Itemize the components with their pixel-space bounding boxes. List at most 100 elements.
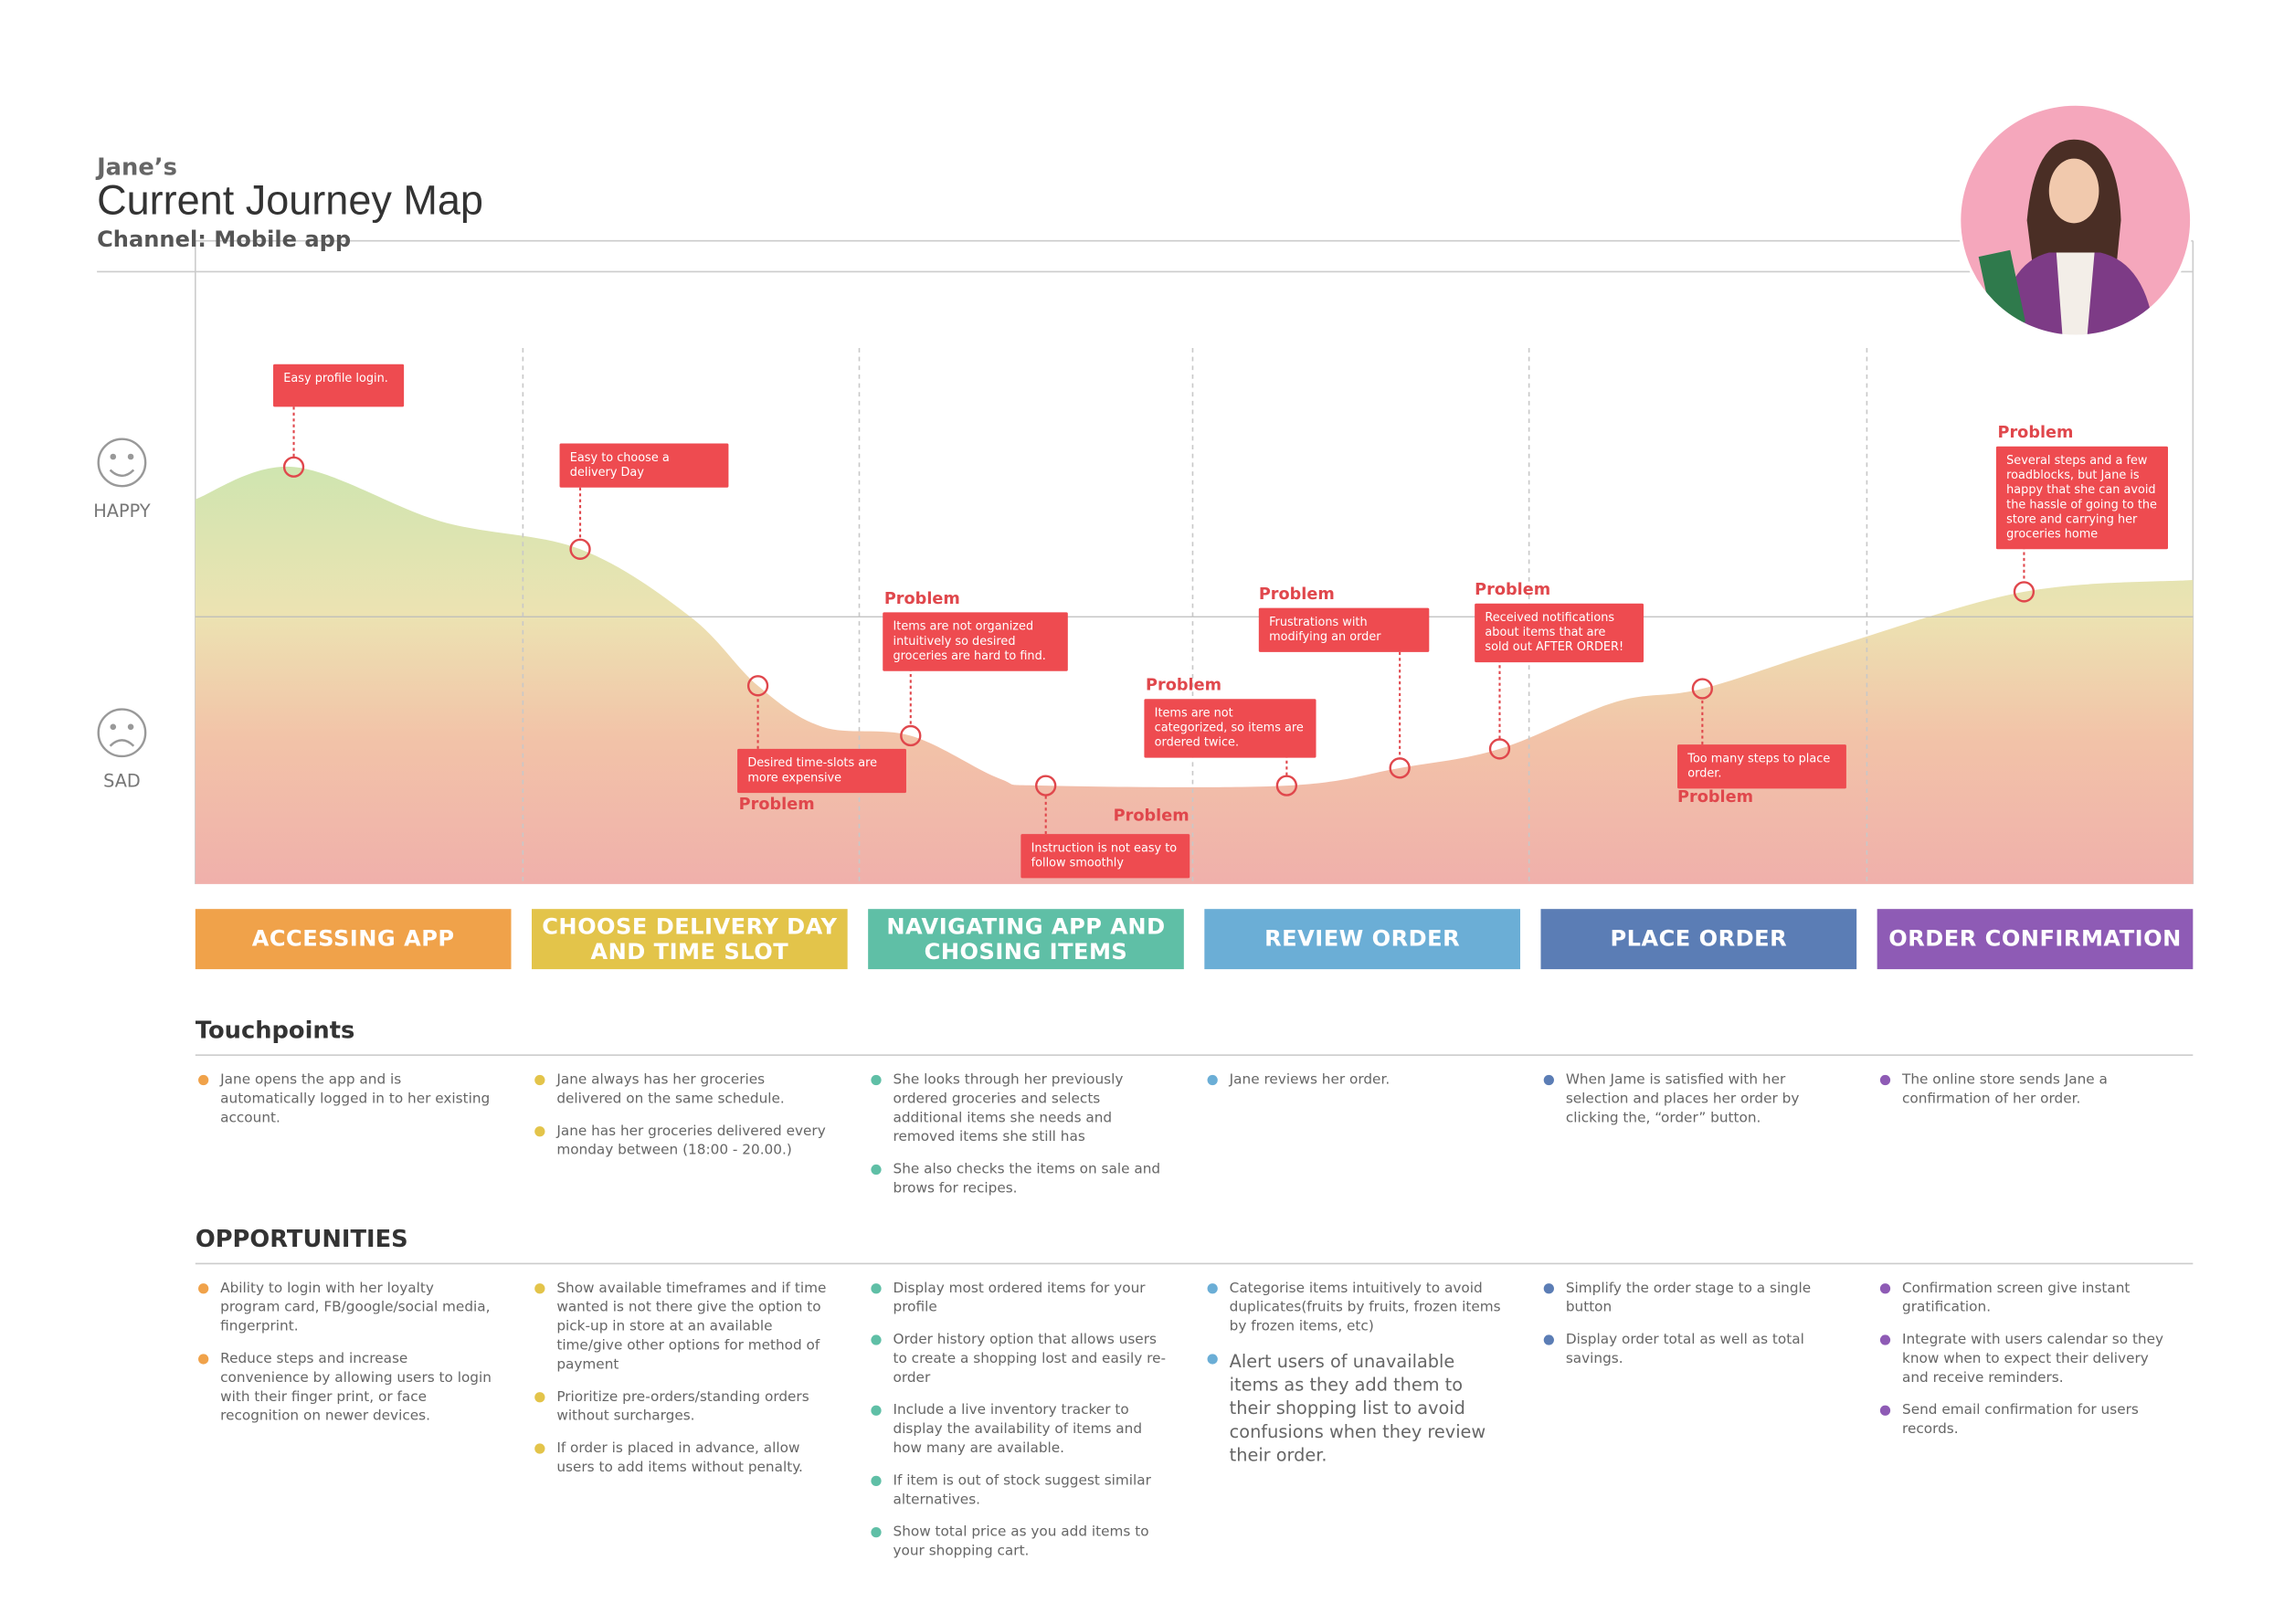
happy-face xyxy=(97,438,147,488)
item-text: When Jame is satisfied with her selectio… xyxy=(1565,1071,1800,1127)
opportunity-list: Show available timeframes and if time wa… xyxy=(532,1279,833,1491)
callout: Easy profile login. xyxy=(273,364,405,407)
journey-point xyxy=(569,538,591,560)
problem-label: Problem xyxy=(738,794,815,814)
callout: Easy to choose a delivery Day xyxy=(559,443,729,488)
callout: Items are not organized intuitively so d… xyxy=(883,612,1068,671)
touchpoint: Jane opens the app and is automatically … xyxy=(196,1070,497,1128)
opportunity: Include a live inventory tracker to disp… xyxy=(868,1401,1169,1459)
touchpoint: Jane reviews her order. xyxy=(1204,1070,1506,1090)
bullet xyxy=(534,1392,545,1403)
callout: Received notifications about items that … xyxy=(1475,603,1644,663)
opportunity: Send email confirmation for users record… xyxy=(1877,1401,2179,1439)
opportunity: Prioritize pre-orders/standing orders wi… xyxy=(532,1387,833,1426)
rule xyxy=(195,1262,2194,1265)
item-text: Display most ordered items for your prof… xyxy=(893,1280,1146,1316)
bullet xyxy=(871,1283,882,1294)
sad-label: SAD xyxy=(103,771,141,792)
item-text: Prioritize pre-orders/standing orders wi… xyxy=(556,1388,809,1425)
bullet xyxy=(1879,1283,1891,1294)
item-text: If item is out of stock suggest similar … xyxy=(893,1472,1151,1509)
problem-label: Problem xyxy=(883,588,960,608)
journey-point xyxy=(1389,757,1411,779)
rule xyxy=(195,1054,2194,1056)
stage-bar: ACCESSING APP xyxy=(195,909,512,970)
item-text: Alert users of unavailable items as they… xyxy=(1229,1351,1486,1466)
journey-point xyxy=(282,456,305,478)
journey-point xyxy=(746,675,769,697)
bullet xyxy=(198,1354,209,1365)
opportunity: Alert users of unavailable items as they… xyxy=(1204,1349,1506,1467)
bullet xyxy=(1543,1074,1554,1086)
opportunity: Simplify the order stage to a single but… xyxy=(1540,1279,1842,1317)
opportunity: Categorise items intuitively to avoid du… xyxy=(1204,1279,1506,1336)
touchpoint-list: Jane opens the app and is automatically … xyxy=(196,1070,497,1141)
opportunity: Show total price as you add items to you… xyxy=(868,1523,1169,1561)
item-text: Jane has her groceries delivered every m… xyxy=(556,1123,826,1159)
item-text: Include a live inventory tracker to disp… xyxy=(893,1402,1143,1457)
sad-face xyxy=(97,708,147,758)
title: Current Journey Map xyxy=(97,177,483,224)
stage-bar: REVIEW ORDER xyxy=(1204,909,1520,970)
bullet xyxy=(1543,1283,1554,1294)
touchpoint: The online store sends Jane a confirmati… xyxy=(1877,1070,2179,1109)
opportunities-title: OPPORTUNITIES xyxy=(195,1224,408,1253)
touchpoints-title: Touchpoints xyxy=(195,1016,355,1045)
touchpoint: She looks through her previously ordered… xyxy=(868,1070,1169,1147)
bullet xyxy=(198,1283,209,1294)
item-text: Simplify the order stage to a single but… xyxy=(1565,1280,1812,1316)
item-text: Reduce steps and increase convenience by… xyxy=(220,1351,492,1425)
bullet xyxy=(1207,1074,1218,1086)
journey-point xyxy=(900,724,922,747)
callout: Items are not categorized, so items are … xyxy=(1144,699,1316,758)
bullet xyxy=(871,1405,882,1416)
item-text: She looks through her previously ordered… xyxy=(893,1071,1124,1146)
opportunity: Order history option that allows users t… xyxy=(868,1331,1169,1388)
bullet xyxy=(1879,1334,1891,1345)
journey-point xyxy=(1488,738,1511,760)
happy-label: HAPPY xyxy=(93,501,151,522)
item-text: Integrate with users calendar so they kn… xyxy=(1901,1332,2164,1387)
problem-label: Problem xyxy=(1997,423,2074,442)
item-text: The online store sends Jane a confirmati… xyxy=(1901,1071,2108,1108)
opportunity: Display most ordered items for your prof… xyxy=(868,1279,1169,1317)
journey-point xyxy=(1691,678,1714,700)
item-text: Jane always has her groceries delivered … xyxy=(556,1071,785,1108)
item-text: Show total price as you add items to you… xyxy=(893,1524,1149,1560)
stage-bar: PLACE ORDER xyxy=(1540,909,1857,970)
bullet xyxy=(871,1334,882,1345)
stage-bar: NAVIGATING APP AND CHOSING ITEMS xyxy=(868,909,1184,970)
opportunity-list: Categorise items intuitively to avoid du… xyxy=(1204,1279,1506,1480)
bullet xyxy=(1879,1074,1891,1086)
journey-point xyxy=(1275,775,1298,796)
item-text: Ability to login with her loyalty progra… xyxy=(220,1280,491,1335)
callout: Too many steps to place order. xyxy=(1677,744,1846,789)
opportunity-list: Display most ordered items for your prof… xyxy=(868,1279,1169,1574)
callout: Instruction is not easy to follow smooth… xyxy=(1020,834,1190,879)
journey-point xyxy=(1035,775,1057,796)
item-text: Jane reviews her order. xyxy=(1229,1071,1390,1089)
touchpoint: Jane always has her groceries delivered … xyxy=(532,1070,833,1109)
touchpoint-list: She looks through her previously ordered… xyxy=(868,1070,1169,1211)
item-text: Jane opens the app and is automatically … xyxy=(220,1071,491,1127)
bullet xyxy=(871,1074,882,1086)
bullet xyxy=(871,1475,882,1487)
opportunity: Integrate with users calendar so they kn… xyxy=(1877,1331,2179,1388)
stage-bar: ORDER CONFIRMATION xyxy=(1877,909,2194,970)
item-text: Order history option that allows users t… xyxy=(893,1332,1167,1387)
opportunity: If item is out of stock suggest similar … xyxy=(868,1471,1169,1510)
opportunity-list: Ability to login with her loyalty progra… xyxy=(196,1279,497,1439)
bullet xyxy=(534,1443,545,1454)
callout: Several steps and a few roadblocks, but … xyxy=(1995,446,2168,550)
bullet xyxy=(1207,1354,1218,1365)
callout: Frustrations with modifying an order xyxy=(1258,607,1430,652)
item-text: Confirmation screen give instant gratifi… xyxy=(1901,1280,2131,1316)
opportunity: Ability to login with her loyalty progra… xyxy=(196,1279,497,1336)
photo-frame xyxy=(1958,102,2194,338)
touchpoint: When Jame is satisfied with her selectio… xyxy=(1540,1070,1842,1128)
problem-label: Problem xyxy=(1113,806,1190,826)
bullet xyxy=(1207,1283,1218,1294)
opportunity: Confirmation screen give instant gratifi… xyxy=(1877,1279,2179,1317)
opportunity: Display order total as well as total sav… xyxy=(1540,1331,1842,1369)
